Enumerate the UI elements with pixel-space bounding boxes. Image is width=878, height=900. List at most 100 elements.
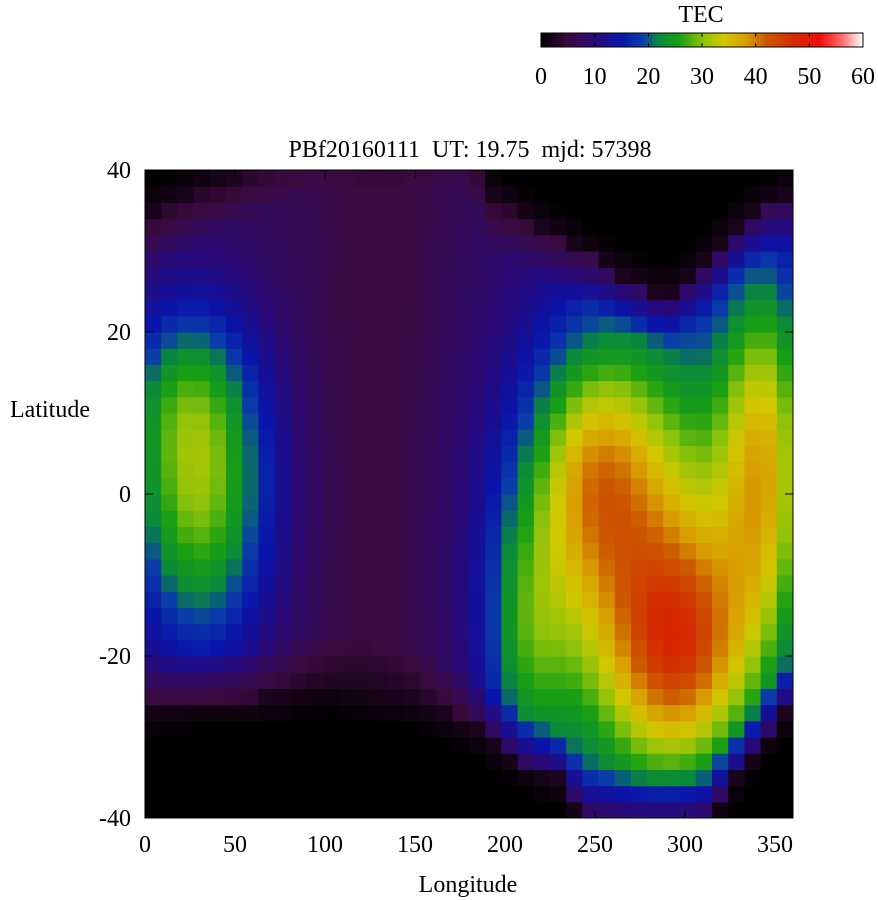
heatmap-cell bbox=[647, 396, 664, 414]
heatmap-cell bbox=[452, 186, 470, 203]
heatmap-cell bbox=[776, 494, 793, 511]
heatmap-cell bbox=[679, 445, 697, 463]
heatmap-cell bbox=[226, 801, 243, 818]
heatmap-cell bbox=[744, 380, 762, 398]
heatmap-cell bbox=[614, 785, 632, 803]
heatmap-cell bbox=[274, 785, 292, 803]
heatmap-cell bbox=[388, 170, 405, 187]
heatmap-cell bbox=[679, 477, 697, 495]
heatmap-cell bbox=[695, 672, 713, 689]
heatmap-cell bbox=[647, 299, 664, 317]
heatmap-cell bbox=[145, 542, 162, 560]
heatmap-cell bbox=[193, 656, 211, 673]
heatmap-cell bbox=[274, 267, 292, 284]
heatmap-cell bbox=[339, 494, 357, 511]
heatmap-cell bbox=[760, 218, 778, 236]
heatmap-cell bbox=[550, 251, 567, 268]
heatmap-cell bbox=[647, 737, 664, 754]
heatmap-cell bbox=[388, 607, 405, 625]
heatmap-cell bbox=[760, 720, 778, 738]
heatmap-cell bbox=[452, 267, 470, 284]
heatmap-cell bbox=[647, 558, 664, 576]
heatmap-cell bbox=[533, 348, 551, 365]
heatmap-cell bbox=[776, 202, 793, 220]
y-tick-label: -40 bbox=[99, 806, 131, 832]
heatmap-cell bbox=[242, 186, 259, 203]
heatmap-cell bbox=[566, 494, 583, 511]
heatmap-cell bbox=[501, 299, 519, 317]
heatmap-cell bbox=[631, 753, 648, 770]
heatmap-cell bbox=[550, 542, 567, 560]
heatmap-cell bbox=[193, 623, 211, 641]
heatmap-cell bbox=[209, 656, 227, 673]
heatmap-cell bbox=[323, 753, 340, 770]
heatmap-cell bbox=[307, 186, 324, 203]
heatmap-cell bbox=[776, 688, 793, 706]
heatmap-cell bbox=[404, 283, 421, 301]
heatmap-cell bbox=[695, 234, 713, 252]
heatmap-cell bbox=[242, 688, 259, 706]
heatmap-cell bbox=[566, 445, 583, 463]
heatmap-cell bbox=[712, 688, 729, 706]
heatmap-cell bbox=[388, 704, 405, 722]
heatmap-cell bbox=[679, 170, 697, 187]
heatmap-cell bbox=[598, 202, 616, 220]
heatmap-cell bbox=[501, 364, 519, 382]
heatmap-cell bbox=[469, 801, 486, 818]
heatmap-cell bbox=[355, 607, 373, 625]
heatmap-cell bbox=[388, 202, 405, 220]
heatmap-cell bbox=[226, 607, 243, 625]
heatmap-cell bbox=[226, 332, 243, 349]
heatmap-cell bbox=[452, 251, 470, 268]
heatmap-cell bbox=[436, 396, 454, 414]
heatmap-cell bbox=[533, 283, 551, 301]
heatmap-cell bbox=[226, 737, 243, 754]
heatmap-cell bbox=[274, 477, 292, 495]
heatmap-cell bbox=[501, 704, 519, 722]
heatmap-cell bbox=[695, 737, 713, 754]
heatmap-cell bbox=[582, 704, 600, 722]
heatmap-cell bbox=[582, 413, 600, 430]
heatmap-cell bbox=[712, 186, 729, 203]
heatmap-cell bbox=[598, 332, 616, 349]
heatmap-cell bbox=[517, 477, 535, 495]
heatmap-cell bbox=[647, 380, 664, 398]
heatmap-cell bbox=[371, 364, 389, 382]
heatmap-cell bbox=[663, 396, 681, 414]
heatmap-cell bbox=[226, 785, 243, 803]
heatmap-cell bbox=[550, 283, 567, 301]
heatmap-cell bbox=[744, 591, 762, 608]
heatmap-cell bbox=[631, 494, 648, 511]
heatmap-cell bbox=[728, 575, 745, 592]
heatmap-cell bbox=[728, 607, 745, 625]
heatmap-cell bbox=[145, 315, 162, 333]
heatmap-cell bbox=[582, 234, 600, 252]
heatmap-cell bbox=[712, 656, 729, 673]
heatmap-cell bbox=[307, 315, 324, 333]
heatmap-cell bbox=[274, 202, 292, 220]
heatmap-cell bbox=[339, 688, 357, 706]
heatmap-cell bbox=[193, 445, 211, 463]
heatmap-cell bbox=[728, 202, 745, 220]
heatmap-cell bbox=[695, 656, 713, 673]
heatmap-cell bbox=[533, 234, 551, 252]
heatmap-cell bbox=[420, 801, 438, 818]
heatmap-cell bbox=[420, 785, 438, 803]
heatmap-cell bbox=[209, 494, 227, 511]
heatmap-cell bbox=[485, 477, 502, 495]
heatmap-cell bbox=[323, 672, 340, 689]
heatmap-cell bbox=[209, 267, 227, 284]
heatmap-cell bbox=[307, 720, 324, 738]
heatmap-cell bbox=[469, 170, 486, 187]
heatmap-cell bbox=[566, 477, 583, 495]
heatmap-cell bbox=[161, 267, 178, 284]
heatmap-cell bbox=[485, 639, 502, 657]
heatmap-cell bbox=[242, 575, 259, 592]
heatmap-cell bbox=[420, 510, 438, 527]
heatmap-cell bbox=[452, 234, 470, 252]
heatmap-cell bbox=[355, 672, 373, 689]
heatmap-cell bbox=[760, 785, 778, 803]
heatmap-cell bbox=[647, 234, 664, 252]
heatmap-cell bbox=[145, 607, 162, 625]
heatmap-cell bbox=[566, 623, 583, 641]
